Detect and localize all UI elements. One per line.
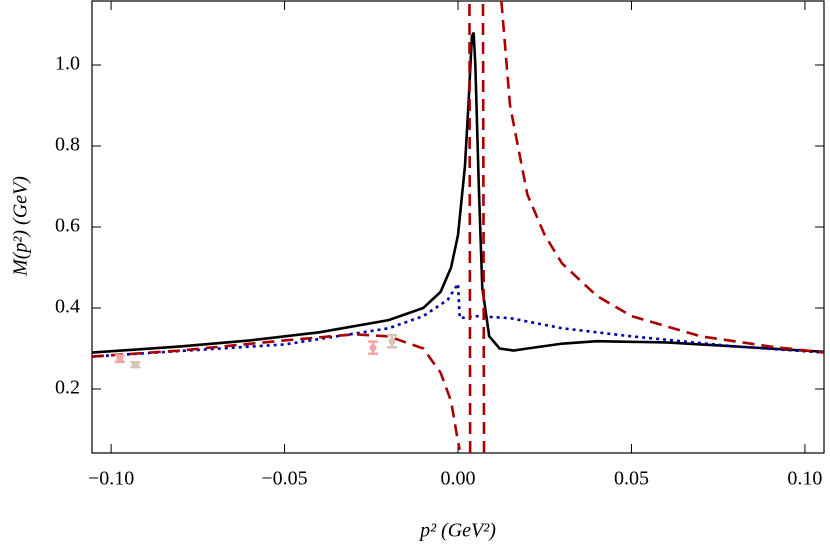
y-tick-label: 0.6 xyxy=(55,215,80,237)
data-point xyxy=(116,355,124,363)
x-tick-label: 0.05 xyxy=(614,468,649,490)
curve xyxy=(92,32,824,354)
data-point xyxy=(131,361,139,369)
x-tick-label: 0.10 xyxy=(787,468,822,490)
y-tick-label: 0.4 xyxy=(55,296,80,318)
y-axis-label: M(p²) (GeV) xyxy=(10,176,32,277)
curve xyxy=(92,1,824,453)
data-point xyxy=(388,337,396,345)
plot-area xyxy=(92,1,824,453)
y-tick-label: 1.0 xyxy=(55,53,80,75)
x-axis-label: p² (GeV²) xyxy=(418,520,496,542)
x-tick-label: 0.00 xyxy=(441,468,476,490)
data-point xyxy=(369,344,377,352)
y-tick-label: 0.2 xyxy=(55,377,80,399)
y-tick-label: 0.8 xyxy=(55,134,80,156)
x-tick-label: −0.05 xyxy=(261,468,307,490)
x-tick-label: −0.10 xyxy=(88,468,134,490)
